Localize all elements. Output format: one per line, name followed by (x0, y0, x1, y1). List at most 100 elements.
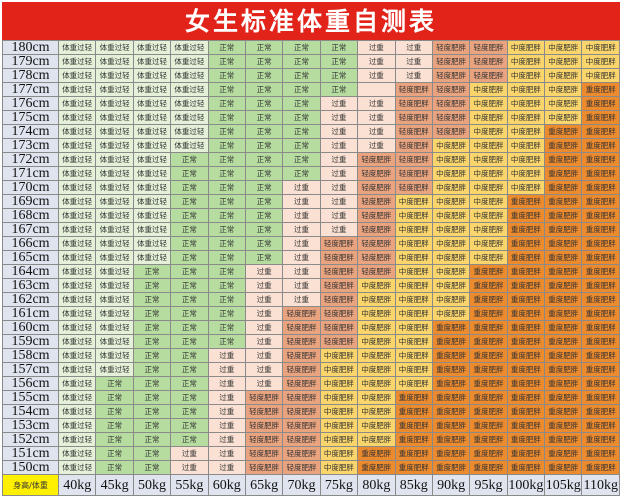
category-cell: 体重过轻 (57, 432, 97, 447)
category-cell: 正常 (170, 390, 209, 405)
height-label: 159cm (2, 334, 59, 349)
height-label: 157cm (2, 362, 59, 377)
category-cell: 重度肥胖 (469, 320, 508, 335)
category-cell: 正常 (244, 110, 284, 125)
weight-label: 105kg (544, 474, 583, 496)
category-cell: 中度肥胖 (469, 138, 508, 153)
category-cell: 中度肥胖 (357, 278, 396, 293)
category-cell: 重度肥胖 (431, 348, 471, 363)
category-cell: 正常 (207, 250, 246, 265)
category-cell: 体重过轻 (170, 138, 209, 153)
category-cell: 过重 (282, 222, 321, 237)
category-cell: 中度肥胖 (431, 264, 471, 279)
category-cell: 重度肥胖 (506, 222, 546, 237)
category-cell: 重度肥胖 (544, 390, 583, 405)
category-cell: 体重过轻 (132, 152, 172, 167)
category-cell: 重度肥胖 (506, 362, 546, 377)
category-cell: 重度肥胖 (544, 432, 583, 447)
category-cell: 中度肥胖 (506, 124, 546, 139)
category-cell: 过重 (357, 68, 396, 83)
category-cell: 中度肥胖 (394, 320, 433, 335)
category-cell: 重度肥胖 (469, 390, 508, 405)
category-cell: 体重过轻 (95, 362, 134, 377)
category-cell: 正常 (170, 306, 209, 321)
category-cell: 体重过轻 (95, 348, 134, 363)
category-cell: 正常 (244, 208, 284, 223)
category-cell: 体重过轻 (95, 54, 134, 69)
table-row: 157cm 体重过轻 体重过轻 正常 正常 过重 过重 轻度肥胖 中度肥胖 中度肥胖 中度肥胖 重度肥… (2, 362, 620, 377)
height-label: 163cm (2, 278, 59, 293)
table-row: 179cm 体重过轻 体重过轻 体重过轻 体重过轻 正常 正常 正常 正常 过重 过重 轻度肥胖 轻度肥… (2, 54, 620, 69)
category-cell: 重度肥胖 (544, 306, 583, 321)
category-cell: 体重过轻 (57, 180, 97, 195)
category-cell: 重度肥胖 (581, 194, 620, 209)
category-cell: 体重过轻 (132, 96, 172, 111)
category-cell: 过重 (319, 124, 359, 139)
category-cell: 重度肥胖 (544, 404, 583, 419)
category-cell: 重度肥胖 (506, 236, 546, 251)
category-cell: 正常 (170, 292, 209, 307)
category-cell: 轻度肥胖 (282, 348, 321, 363)
category-cell: 中度肥胖 (319, 348, 359, 363)
category-cell: 中度肥胖 (469, 96, 508, 111)
category-cell: 轻度肥胖 (282, 362, 321, 377)
category-cell: 重度肥胖 (581, 110, 620, 125)
category-cell: 体重过轻 (132, 40, 172, 55)
category-cell: 轻度肥胖 (357, 152, 396, 167)
table-row: 159cm 体重过轻 体重过轻 正常 正常 正常 过重 轻度肥胖 轻度肥胖 中度肥胖 中度肥胖 重度肥… (2, 334, 620, 349)
category-cell: 体重过轻 (57, 348, 97, 363)
category-cell: 过重 (170, 460, 209, 475)
category-cell: 重度肥胖 (394, 418, 433, 433)
category-cell: 过重 (207, 376, 246, 391)
category-cell: 重度肥胖 (581, 124, 620, 139)
category-cell: 体重过轻 (132, 54, 172, 69)
weight-label: 100kg (506, 474, 546, 496)
category-cell: 正常 (207, 54, 246, 69)
category-cell: 过重 (357, 96, 396, 111)
category-cell: 重度肥胖 (506, 446, 546, 461)
category-cell: 正常 (207, 138, 246, 153)
category-cell: 正常 (207, 68, 246, 83)
table-row: 166cm 体重过轻 体重过轻 体重过轻 正常 正常 正常 过重 轻度肥胖 轻度肥胖 中度肥胖 中度肥… (2, 236, 620, 251)
category-cell: 正常 (132, 460, 172, 475)
category-cell: 体重过轻 (95, 40, 134, 55)
category-cell: 过重 (244, 278, 284, 293)
category-cell: 正常 (244, 166, 284, 181)
category-cell: 体重过轻 (57, 278, 97, 293)
category-cell: 体重过轻 (95, 278, 134, 293)
table-row: 156cm 体重过轻 正常 正常 正常 过重 过重 轻度肥胖 中度肥胖 中度肥胖 中度肥胖 重度肥胖重… (2, 376, 620, 391)
category-cell: 体重过轻 (170, 54, 209, 69)
category-cell: 中度肥胖 (357, 432, 396, 447)
category-cell: 重度肥胖 (431, 362, 471, 377)
category-cell: 正常 (170, 236, 209, 251)
category-cell: 体重过轻 (57, 222, 97, 237)
category-cell: 重度肥胖 (544, 320, 583, 335)
category-cell: 体重过轻 (132, 68, 172, 83)
category-cell: 体重过轻 (57, 124, 97, 139)
category-cell: 正常 (282, 138, 321, 153)
category-cell: 正常 (207, 334, 246, 349)
category-cell (357, 82, 396, 97)
category-cell: 中度肥胖 (357, 376, 396, 391)
category-cell: 过重 (207, 390, 246, 405)
table-row: 177cm 体重过轻 体重过轻 体重过轻 体重过轻 正常 正常 正常 正常 轻度肥胖 轻度肥胖 中度肥… (2, 82, 620, 97)
category-cell: 重度肥胖 (581, 446, 620, 461)
category-cell: 正常 (207, 96, 246, 111)
height-label: 165cm (2, 250, 59, 265)
category-cell: 重度肥胖 (581, 320, 620, 335)
category-cell: 体重过轻 (132, 236, 172, 251)
category-cell: 中度肥胖 (469, 152, 508, 167)
height-label: 173cm (2, 138, 59, 153)
category-cell: 体重过轻 (170, 110, 209, 125)
category-cell: 体重过轻 (95, 208, 134, 223)
weight-label: 70kg (282, 474, 321, 496)
category-cell: 体重过轻 (95, 96, 134, 111)
category-cell: 过重 (207, 404, 246, 419)
category-cell: 中度肥胖 (506, 82, 546, 97)
table-row: 167cm 体重过轻 体重过轻 体重过轻 正常 正常 正常 过重 过重 轻度肥胖 中度肥胖 中度肥胖中… (2, 222, 620, 237)
category-cell: 重度肥胖 (581, 166, 620, 181)
weight-label: 45kg (95, 474, 134, 496)
table-row: 171cm 体重过轻 体重过轻 体重过轻 正常 正常 正常 正常 过重 轻度肥胖 轻度肥胖 中度肥胖中… (2, 166, 620, 181)
height-label: 171cm (2, 166, 59, 181)
